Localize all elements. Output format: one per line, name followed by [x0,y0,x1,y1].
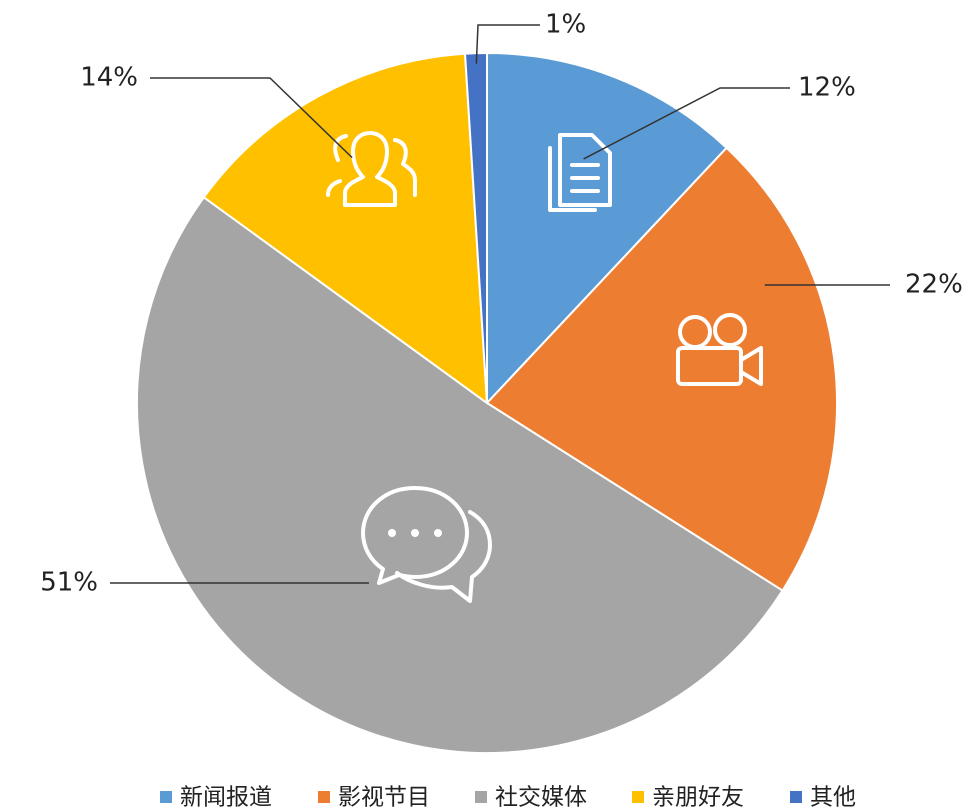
data-label: 14% [80,63,138,93]
slices [136,51,838,754]
data-label: 22% [905,270,963,300]
legend-label: 社交媒体 [495,785,587,810]
chat-icon [361,486,492,603]
pie-slice [136,195,784,754]
camera-icon [676,313,763,386]
legend-label: 影视节目 [338,785,430,810]
legend-label: 其他 [810,785,856,810]
pie-slice [485,146,838,592]
pie-slice [486,51,729,406]
legend-swatch [160,791,172,803]
legend-swatch [318,791,330,803]
legend: 新闻报道 影视节目 社交媒体 亲朋好友 其他 [160,785,856,810]
document-icon [548,133,612,212]
pie-slice [202,52,489,406]
legend-swatch [790,791,802,803]
pie-slice [463,51,488,404]
data-label: 51% [40,568,98,598]
leader-line [583,87,790,160]
icons [326,131,763,603]
labels: 12% 22% 51% 14% 1% [40,10,963,598]
leader-line [150,77,353,159]
legend-swatch [632,791,644,803]
legend-label: 亲朋好友 [652,785,744,810]
legend-swatch [475,791,487,803]
data-label: 12% [798,73,856,103]
people-icon [326,131,417,207]
data-label: 1% [545,10,586,40]
leader-line [475,24,540,64]
legend-label: 新闻报道 [180,785,272,810]
